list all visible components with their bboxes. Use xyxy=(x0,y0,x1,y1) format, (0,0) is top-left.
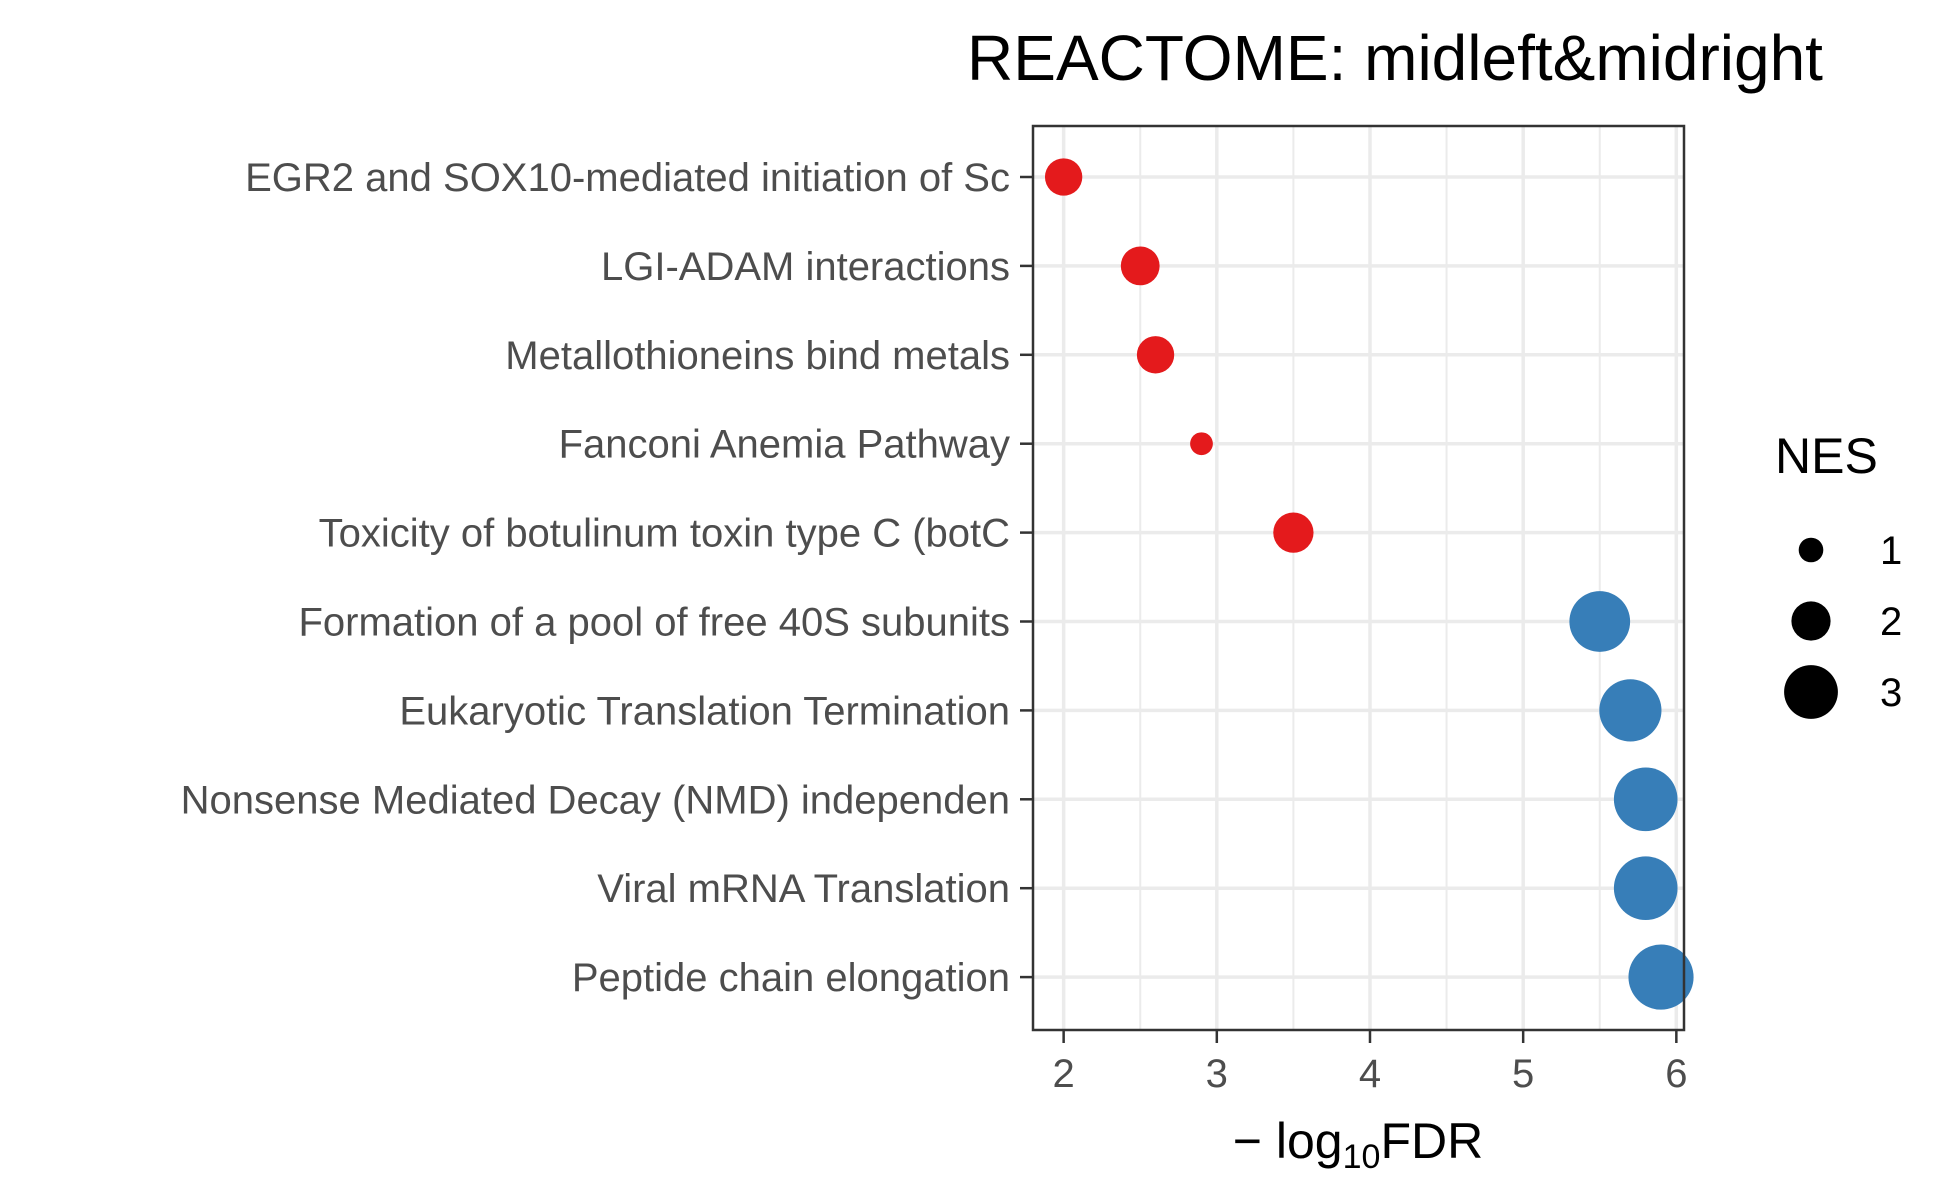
legend-label: 1 xyxy=(1880,529,1902,573)
x-axis-title-prefix: − log xyxy=(1233,1113,1343,1169)
x-tick-label: 3 xyxy=(1206,1052,1228,1096)
y-tick-label: Fanconi Anemia Pathway xyxy=(559,423,1010,467)
x-tick-label: 5 xyxy=(1512,1052,1534,1096)
data-point xyxy=(1136,336,1175,374)
y-axis: EGR2 and SOX10-mediated initiation of Sc… xyxy=(181,156,1033,1000)
x-axis: 2 3 4 5 6 xyxy=(1053,1030,1687,1096)
legend-key xyxy=(1784,665,1838,719)
y-tick-label: Viral mRNA Translation xyxy=(597,867,1010,911)
y-tick-label: LGI-ADAM interactions xyxy=(601,245,1010,289)
data-point xyxy=(1569,591,1631,652)
data-point xyxy=(1613,767,1678,832)
y-tick-label: Peptide chain elongation xyxy=(572,956,1010,1000)
data-point xyxy=(1190,432,1213,456)
data-point xyxy=(1613,856,1678,921)
panel-border xyxy=(1031,124,1686,1032)
x-tick-label: 2 xyxy=(1053,1052,1075,1096)
legend-key xyxy=(1798,537,1824,563)
data-point xyxy=(1599,679,1662,742)
x-tick-label: 6 xyxy=(1665,1052,1687,1096)
x-axis-title: − log10FDR xyxy=(1233,1113,1483,1176)
y-tick-label: Metallothioneins bind metals xyxy=(505,334,1010,378)
data-point xyxy=(1120,246,1160,286)
chart-title: REACTOME: midleft&midright xyxy=(967,22,1823,94)
x-axis-title-subscript: 10 xyxy=(1343,1138,1381,1176)
data-point xyxy=(1044,158,1083,196)
x-axis-title-suffix: FDR xyxy=(1380,1113,1483,1169)
y-tick-label: Toxicity of botulinum toxin type C (botC xyxy=(319,512,1010,556)
y-tick-label: Nonsense Mediated Decay (NMD) independen xyxy=(181,778,1010,822)
legend: NES 1 2 3 xyxy=(1775,428,1902,719)
y-tick-label: Formation of a pool of free 40S subunits xyxy=(298,601,1010,645)
y-tick-label: Eukaryotic Translation Termination xyxy=(399,689,1010,733)
y-tick-label: EGR2 and SOX10-mediated initiation of Sc xyxy=(245,156,1010,200)
data-point xyxy=(1273,512,1314,553)
x-tick-label: 4 xyxy=(1359,1052,1381,1096)
legend-label: 3 xyxy=(1880,671,1902,715)
data-point xyxy=(1628,944,1694,1010)
legend-key xyxy=(1791,601,1831,641)
legend-title: NES xyxy=(1775,428,1878,484)
legend-label: 2 xyxy=(1880,600,1902,644)
points-layer xyxy=(1044,158,1694,1010)
